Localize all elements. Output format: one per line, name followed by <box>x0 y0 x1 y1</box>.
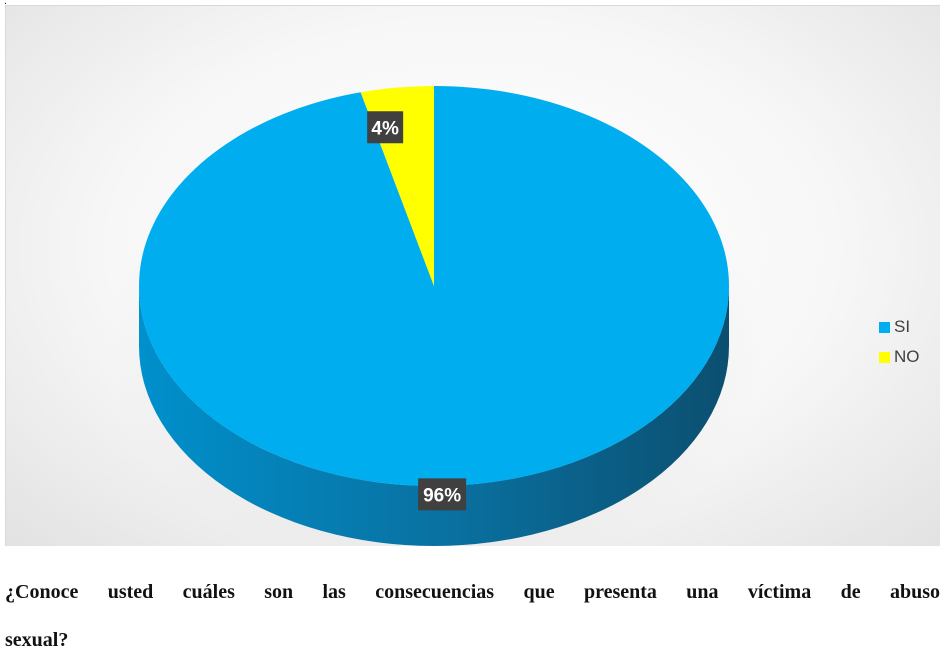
pie-chart: 96% 4% <box>106 86 766 546</box>
data-label-box-no <box>367 111 404 144</box>
legend-label-no: NO <box>894 347 920 366</box>
chart-area: 96% 4% SI NO <box>5 5 940 546</box>
data-label-si: 96% <box>423 485 461 506</box>
corner-mark: . <box>4 0 7 7</box>
chart-caption-line-1: ¿Conoce usted cuáles son las consecuenci… <box>5 581 940 603</box>
chart-caption-line-2: sexual? <box>5 629 69 651</box>
legend: SI NO <box>879 312 920 372</box>
legend-swatch-si <box>879 321 890 333</box>
data-label-no: 4% <box>371 118 399 139</box>
legend-item-si: SI <box>879 312 920 342</box>
pie-side-wall <box>139 286 729 546</box>
legend-swatch-no <box>879 351 890 363</box>
legend-item-no: NO <box>879 342 920 372</box>
legend-label-si: SI <box>894 317 911 336</box>
data-label-box-si <box>418 478 467 511</box>
